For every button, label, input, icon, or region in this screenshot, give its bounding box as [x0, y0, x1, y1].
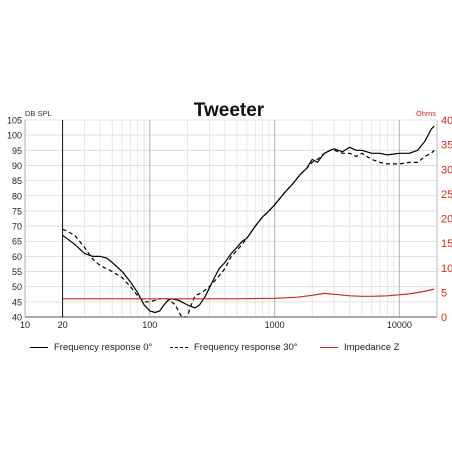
left-tick-label: 80 [12, 191, 22, 201]
series-line-2 [62, 288, 435, 300]
legend: Frequency response 0° Frequency response… [0, 336, 452, 358]
axes-layer: 40 45 50 55 60 65 70 75 80 85 90 95 100 105 0 5 10 15 20 25… [7, 115, 452, 330]
legend-swatch-0deg [30, 346, 48, 348]
left-tick-label: 65 [12, 237, 22, 247]
left-axis-label: DB SPL [25, 109, 52, 118]
right-tick-label: 0 [441, 312, 447, 324]
left-tick-label: 70 [12, 222, 22, 232]
left-tick-label: 85 [12, 176, 22, 186]
left-tick-label: 40 [12, 313, 22, 323]
x-tick-label: 1000 [265, 320, 285, 330]
left-tick-label: 60 [12, 252, 22, 262]
right-tick-label: 35 [441, 140, 452, 152]
legend-item-impedance: Impedance Z [320, 336, 399, 358]
right-tick-label: 10 [441, 263, 452, 275]
right-tick-label: 30 [441, 164, 452, 176]
right-tick-label: 15 [441, 238, 452, 250]
x-tick-label: 10 [20, 320, 30, 330]
series-line-1 [62, 149, 435, 318]
legend-label-30deg: Frequency response 30° [194, 341, 298, 353]
chart-title: Tweeter [194, 100, 265, 121]
legend-swatch-impedance [320, 346, 338, 348]
legend-label-0deg: Frequency response 0° [54, 341, 153, 353]
x-tick-label: 100 [142, 320, 157, 330]
left-tick-label: 55 [12, 267, 22, 277]
legend-label-impedance: Impedance Z [344, 341, 400, 353]
series-layer [62, 125, 435, 318]
right-tick-label: 25 [441, 189, 452, 201]
legend-item-30deg: Frequency response 30° [170, 336, 298, 358]
right-tick-label: 40 [441, 115, 452, 127]
x-tick-label: 20 [58, 320, 68, 330]
right-tick-label: 20 [441, 214, 452, 226]
right-tick-label: 5 [441, 287, 447, 299]
grid [24, 119, 438, 318]
left-tick-label: 100 [7, 131, 22, 141]
legend-item-0deg: Frequency response 0° [30, 336, 152, 358]
x-tick-label: 10000 [387, 320, 412, 330]
left-tick-label: 50 [12, 282, 22, 292]
left-tick-label: 75 [12, 206, 22, 216]
left-tick-label: 90 [12, 161, 22, 171]
legend-swatch-30deg [170, 346, 188, 348]
series-line-0 [62, 125, 435, 314]
left-tick-label: 45 [12, 297, 22, 307]
left-tick-label: 105 [7, 116, 22, 126]
right-axis-label: Ohms [416, 109, 436, 118]
left-tick-label: 95 [12, 146, 22, 156]
